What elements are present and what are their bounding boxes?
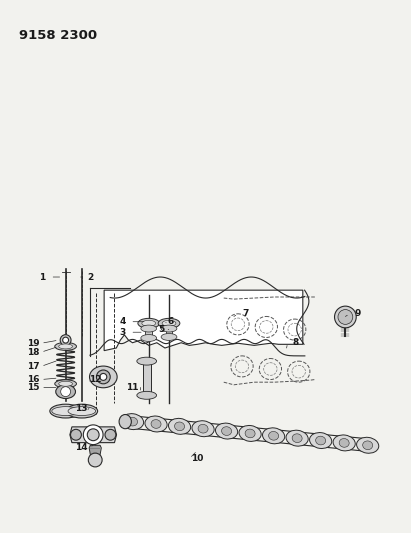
Text: 14: 14 xyxy=(76,443,88,453)
Circle shape xyxy=(100,374,107,381)
Ellipse shape xyxy=(66,404,98,418)
Ellipse shape xyxy=(151,419,161,429)
Text: 6: 6 xyxy=(168,317,174,326)
Ellipse shape xyxy=(309,433,332,448)
Text: 15: 15 xyxy=(27,383,39,392)
Polygon shape xyxy=(70,427,116,442)
Ellipse shape xyxy=(56,385,76,399)
Ellipse shape xyxy=(286,430,308,446)
Ellipse shape xyxy=(161,325,177,332)
Ellipse shape xyxy=(263,428,285,444)
Text: 4: 4 xyxy=(119,317,126,326)
Ellipse shape xyxy=(127,417,138,426)
Ellipse shape xyxy=(141,325,157,332)
Text: 11: 11 xyxy=(126,383,139,392)
Ellipse shape xyxy=(68,407,96,416)
Ellipse shape xyxy=(137,391,157,399)
Ellipse shape xyxy=(59,381,72,386)
Text: 10: 10 xyxy=(191,454,203,463)
Text: 12: 12 xyxy=(89,375,102,384)
Ellipse shape xyxy=(141,335,157,342)
Ellipse shape xyxy=(222,427,231,435)
Text: 1: 1 xyxy=(39,272,46,281)
Circle shape xyxy=(83,425,103,445)
Ellipse shape xyxy=(198,424,208,433)
Text: 19: 19 xyxy=(27,339,39,348)
Ellipse shape xyxy=(245,429,255,438)
Ellipse shape xyxy=(137,357,157,365)
Ellipse shape xyxy=(161,334,177,341)
Ellipse shape xyxy=(333,435,355,451)
Ellipse shape xyxy=(55,380,76,387)
Text: 7: 7 xyxy=(243,309,249,318)
Ellipse shape xyxy=(269,431,279,440)
Text: 2: 2 xyxy=(87,272,93,281)
Ellipse shape xyxy=(119,415,132,429)
Circle shape xyxy=(105,429,116,440)
Polygon shape xyxy=(145,328,152,338)
Text: 9158 2300: 9158 2300 xyxy=(19,29,97,42)
Text: 17: 17 xyxy=(27,362,39,371)
Ellipse shape xyxy=(339,439,349,447)
Ellipse shape xyxy=(142,320,156,326)
Text: 5: 5 xyxy=(158,325,164,334)
Ellipse shape xyxy=(335,306,356,328)
Ellipse shape xyxy=(215,423,238,439)
Text: 8: 8 xyxy=(292,338,299,347)
Ellipse shape xyxy=(292,434,302,442)
Ellipse shape xyxy=(121,414,143,430)
Ellipse shape xyxy=(338,310,353,325)
Ellipse shape xyxy=(145,416,167,432)
Text: 3: 3 xyxy=(119,328,125,337)
Ellipse shape xyxy=(55,343,76,350)
Circle shape xyxy=(60,335,71,345)
Text: 9: 9 xyxy=(354,309,361,318)
Text: 13: 13 xyxy=(75,404,87,413)
Circle shape xyxy=(61,387,71,397)
Circle shape xyxy=(97,370,110,384)
Text: 18: 18 xyxy=(27,348,39,357)
Polygon shape xyxy=(89,445,101,455)
Ellipse shape xyxy=(316,436,326,445)
Ellipse shape xyxy=(158,318,180,328)
Ellipse shape xyxy=(357,437,379,453)
Ellipse shape xyxy=(169,418,191,434)
Ellipse shape xyxy=(59,344,72,349)
Ellipse shape xyxy=(90,366,117,388)
Polygon shape xyxy=(143,361,151,395)
Ellipse shape xyxy=(239,425,261,441)
Circle shape xyxy=(71,429,81,440)
Ellipse shape xyxy=(50,404,81,418)
Ellipse shape xyxy=(52,407,79,416)
Ellipse shape xyxy=(192,421,214,437)
Circle shape xyxy=(62,337,69,343)
Ellipse shape xyxy=(162,320,176,326)
Circle shape xyxy=(87,429,99,441)
Ellipse shape xyxy=(363,441,373,450)
Text: 16: 16 xyxy=(27,375,39,384)
Ellipse shape xyxy=(175,422,185,431)
Circle shape xyxy=(88,453,102,467)
Ellipse shape xyxy=(138,318,159,328)
Polygon shape xyxy=(104,290,303,351)
Polygon shape xyxy=(166,328,172,337)
